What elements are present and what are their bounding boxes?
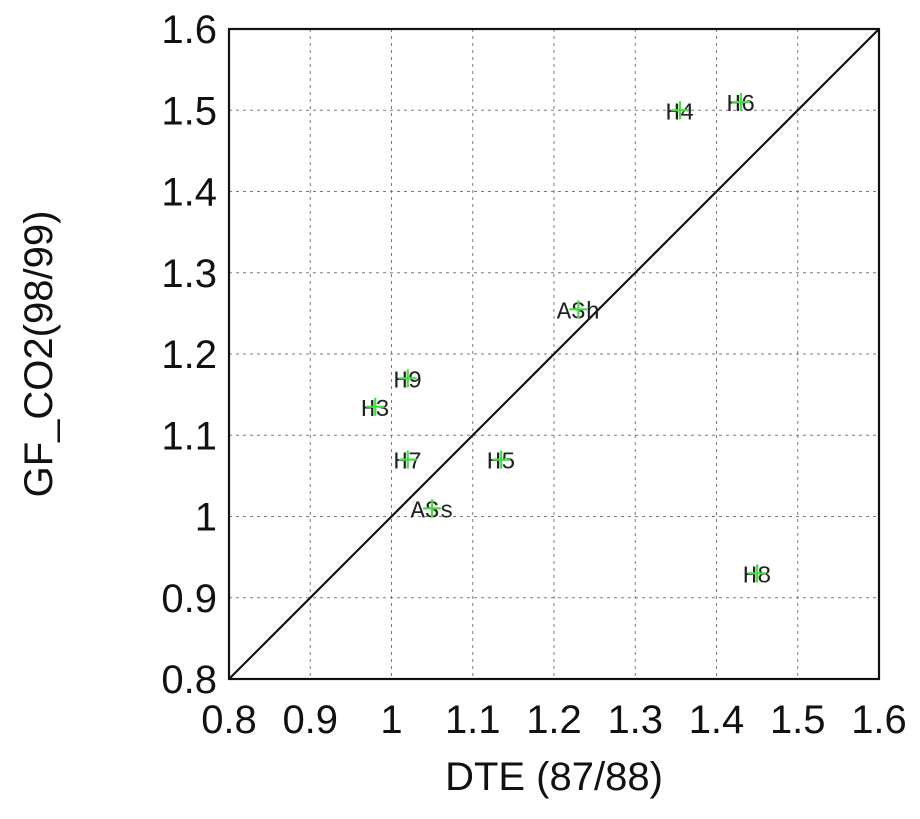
x-tick-label: 1.2 xyxy=(526,698,582,742)
data-point-h9: H9 xyxy=(393,368,422,395)
x-tick-label: 1 xyxy=(380,698,402,742)
x-tick-label: 1.3 xyxy=(607,698,663,742)
x-tick-label: 1.6 xyxy=(851,698,907,742)
x-tick-label: 1.1 xyxy=(445,698,501,742)
data-point-h7: H7 xyxy=(393,450,422,477)
y-tick-label: 1 xyxy=(195,496,217,540)
data-point-h8: H8 xyxy=(743,563,772,590)
x-tick-label: 1.4 xyxy=(689,698,745,742)
y-tick-label: 1.3 xyxy=(161,252,217,296)
x-tick-label: 1.5 xyxy=(770,698,826,742)
plot-frame xyxy=(227,27,881,681)
data-point-h5: H5 xyxy=(487,450,516,477)
y-axis-ticks: 0.8 0.9 1 1.1 1.2 1.3 1.4 1.5 1.6 xyxy=(161,8,217,702)
x-axis-ticks: 0.8 0.9 1 1.1 1.2 1.3 1.4 1.5 1.6 xyxy=(201,698,907,742)
y-tick-label: 0.9 xyxy=(161,577,217,621)
y-tick-label: 1.2 xyxy=(161,333,217,377)
y-tick-label: 1.5 xyxy=(161,89,217,133)
data-point-h6: H6 xyxy=(726,92,755,119)
data-point-ass: ASs xyxy=(411,498,454,525)
data-point-h3: H3 xyxy=(361,397,390,424)
y-tick-label: 0.8 xyxy=(161,658,217,702)
reference-diagonal-line xyxy=(228,28,880,680)
y-tick-label: 1.6 xyxy=(161,8,217,52)
x-axis-label: DTE (87/88) xyxy=(445,755,663,799)
data-point-h4: H4 xyxy=(666,100,695,127)
x-tick-label: 0.9 xyxy=(282,698,338,742)
y-tick-label: 1.1 xyxy=(161,414,217,458)
y-tick-label: 1.4 xyxy=(161,171,217,215)
data-point-ash: ASh xyxy=(557,299,600,326)
y-axis-label: GF_CO2(98/99) xyxy=(17,211,61,498)
x-tick-label: 0.8 xyxy=(201,698,257,742)
